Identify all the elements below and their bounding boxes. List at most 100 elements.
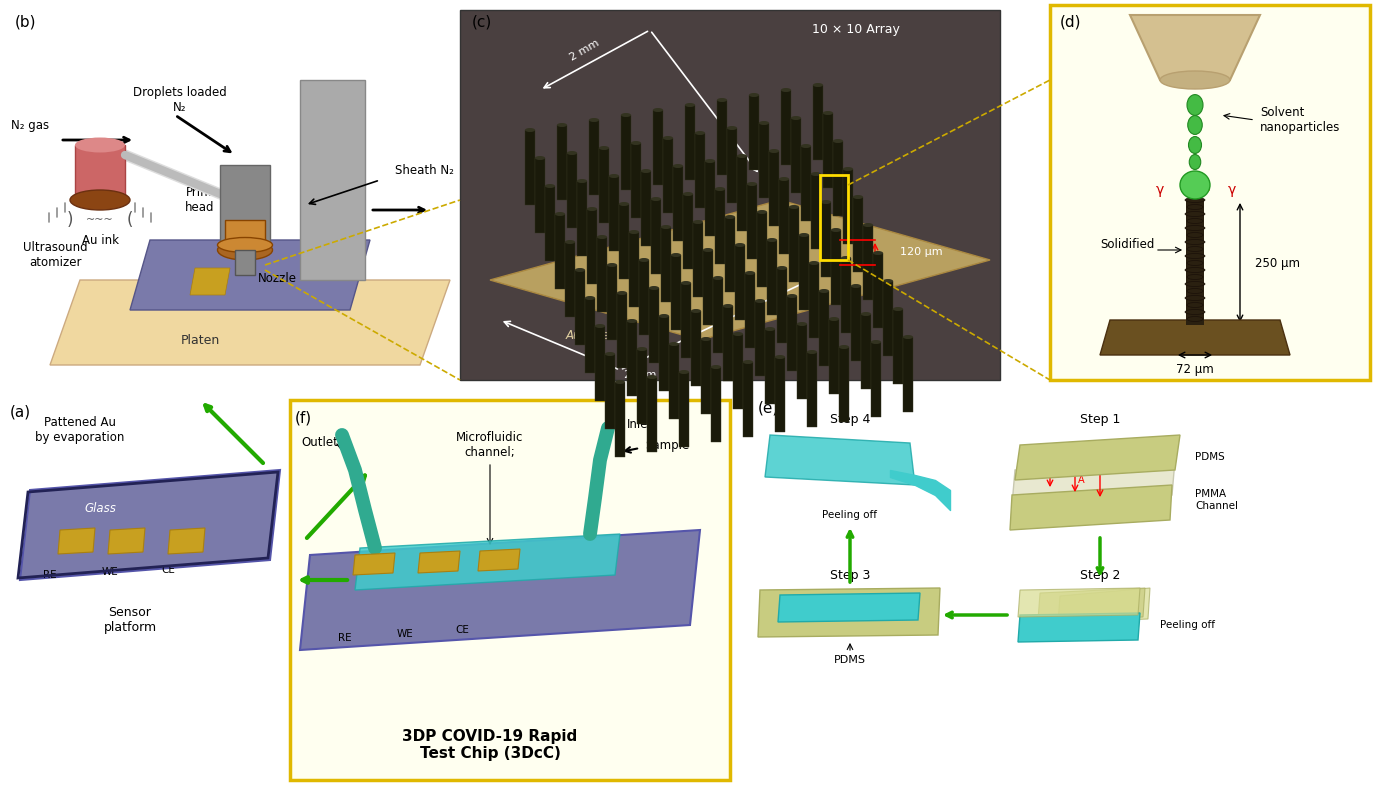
Bar [649,288,659,363]
Bar [775,357,785,432]
Ellipse shape [749,93,759,97]
Text: WE: WE [396,629,414,639]
Text: ~~~: ~~~ [87,215,114,225]
Bar [565,242,575,317]
Ellipse shape [759,121,769,125]
Polygon shape [190,268,230,295]
Text: Nozzle: Nozzle [258,272,297,284]
Ellipse shape [597,235,606,239]
Text: Au layer: Au layer [565,328,615,341]
Polygon shape [109,528,144,554]
Ellipse shape [1185,239,1204,244]
Polygon shape [418,551,461,573]
Ellipse shape [780,177,789,181]
Bar [830,230,842,305]
Bar [843,169,852,244]
Ellipse shape [587,207,597,211]
Polygon shape [765,435,914,485]
Ellipse shape [705,159,715,163]
Bar [641,171,650,246]
Polygon shape [1057,588,1150,623]
Ellipse shape [1187,232,1203,238]
Bar [758,212,767,287]
Bar [615,382,626,457]
Ellipse shape [578,179,587,183]
Text: Step 4: Step 4 [829,414,870,426]
Bar [556,214,565,289]
Ellipse shape [1180,171,1210,199]
Ellipse shape [723,304,733,308]
Ellipse shape [615,380,626,384]
Ellipse shape [622,113,631,117]
Ellipse shape [798,322,807,326]
Bar [639,260,649,335]
Ellipse shape [609,174,619,178]
Ellipse shape [641,169,650,173]
Ellipse shape [217,238,272,253]
Text: PDMS: PDMS [1195,452,1225,462]
Ellipse shape [76,137,125,152]
Ellipse shape [631,141,641,145]
Ellipse shape [584,296,595,300]
Bar [300,80,364,280]
Bar [737,156,747,231]
Bar [873,253,883,328]
Bar [220,165,270,245]
Text: 120 μm: 120 μm [901,247,943,257]
Text: (b): (b) [15,14,37,30]
Text: A: A [1078,475,1085,485]
Ellipse shape [600,146,609,150]
Bar [544,186,556,261]
Ellipse shape [701,337,711,341]
Bar [716,100,727,175]
Bar [587,209,597,284]
Bar [683,194,693,269]
Bar [679,372,689,447]
Bar [631,143,641,218]
Polygon shape [490,200,990,340]
Bar [725,217,736,292]
Ellipse shape [903,335,913,339]
Bar [765,329,776,404]
Polygon shape [1018,588,1140,617]
Polygon shape [778,593,920,622]
Bar [759,123,769,198]
Bar [808,263,820,338]
Text: Peeling off: Peeling off [822,510,877,520]
Text: Sheath N₂: Sheath N₂ [395,163,454,177]
Bar [714,278,723,353]
Bar [663,138,672,213]
Bar [861,314,870,389]
Text: Outlet: Outlet [301,436,338,450]
Ellipse shape [715,187,725,191]
Ellipse shape [1187,95,1203,115]
Bar [833,141,843,216]
Bar [557,125,566,200]
Text: Microfluidic
channel;: Microfluidic channel; [456,431,524,459]
Polygon shape [1018,613,1140,642]
Bar [723,306,733,381]
Bar [685,105,694,180]
Ellipse shape [1187,289,1203,294]
Bar [715,189,725,264]
Text: CE: CE [161,565,175,575]
Ellipse shape [725,215,736,219]
Bar [694,133,705,208]
Bar [736,245,745,320]
Bar [820,291,829,366]
Polygon shape [1100,320,1290,355]
Bar [648,377,657,452]
Bar [799,235,808,310]
Text: (d): (d) [1060,14,1082,30]
Ellipse shape [535,156,544,160]
Ellipse shape [606,263,617,267]
Polygon shape [1015,435,1180,480]
Ellipse shape [693,220,703,224]
Text: PDMS: PDMS [835,655,866,665]
Ellipse shape [811,172,821,176]
Bar [852,197,864,272]
Bar [829,319,839,394]
Ellipse shape [829,317,839,321]
Bar [606,265,617,340]
Text: ): ) [67,211,73,229]
